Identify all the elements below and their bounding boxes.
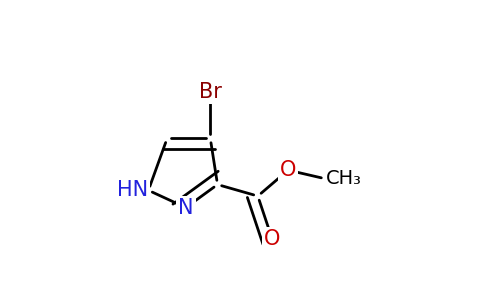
Text: Br: Br [199,82,222,102]
Text: N: N [178,198,194,218]
Text: O: O [264,229,280,249]
Text: CH₃: CH₃ [326,169,362,188]
Text: O: O [280,160,296,180]
Text: HN: HN [117,180,149,200]
